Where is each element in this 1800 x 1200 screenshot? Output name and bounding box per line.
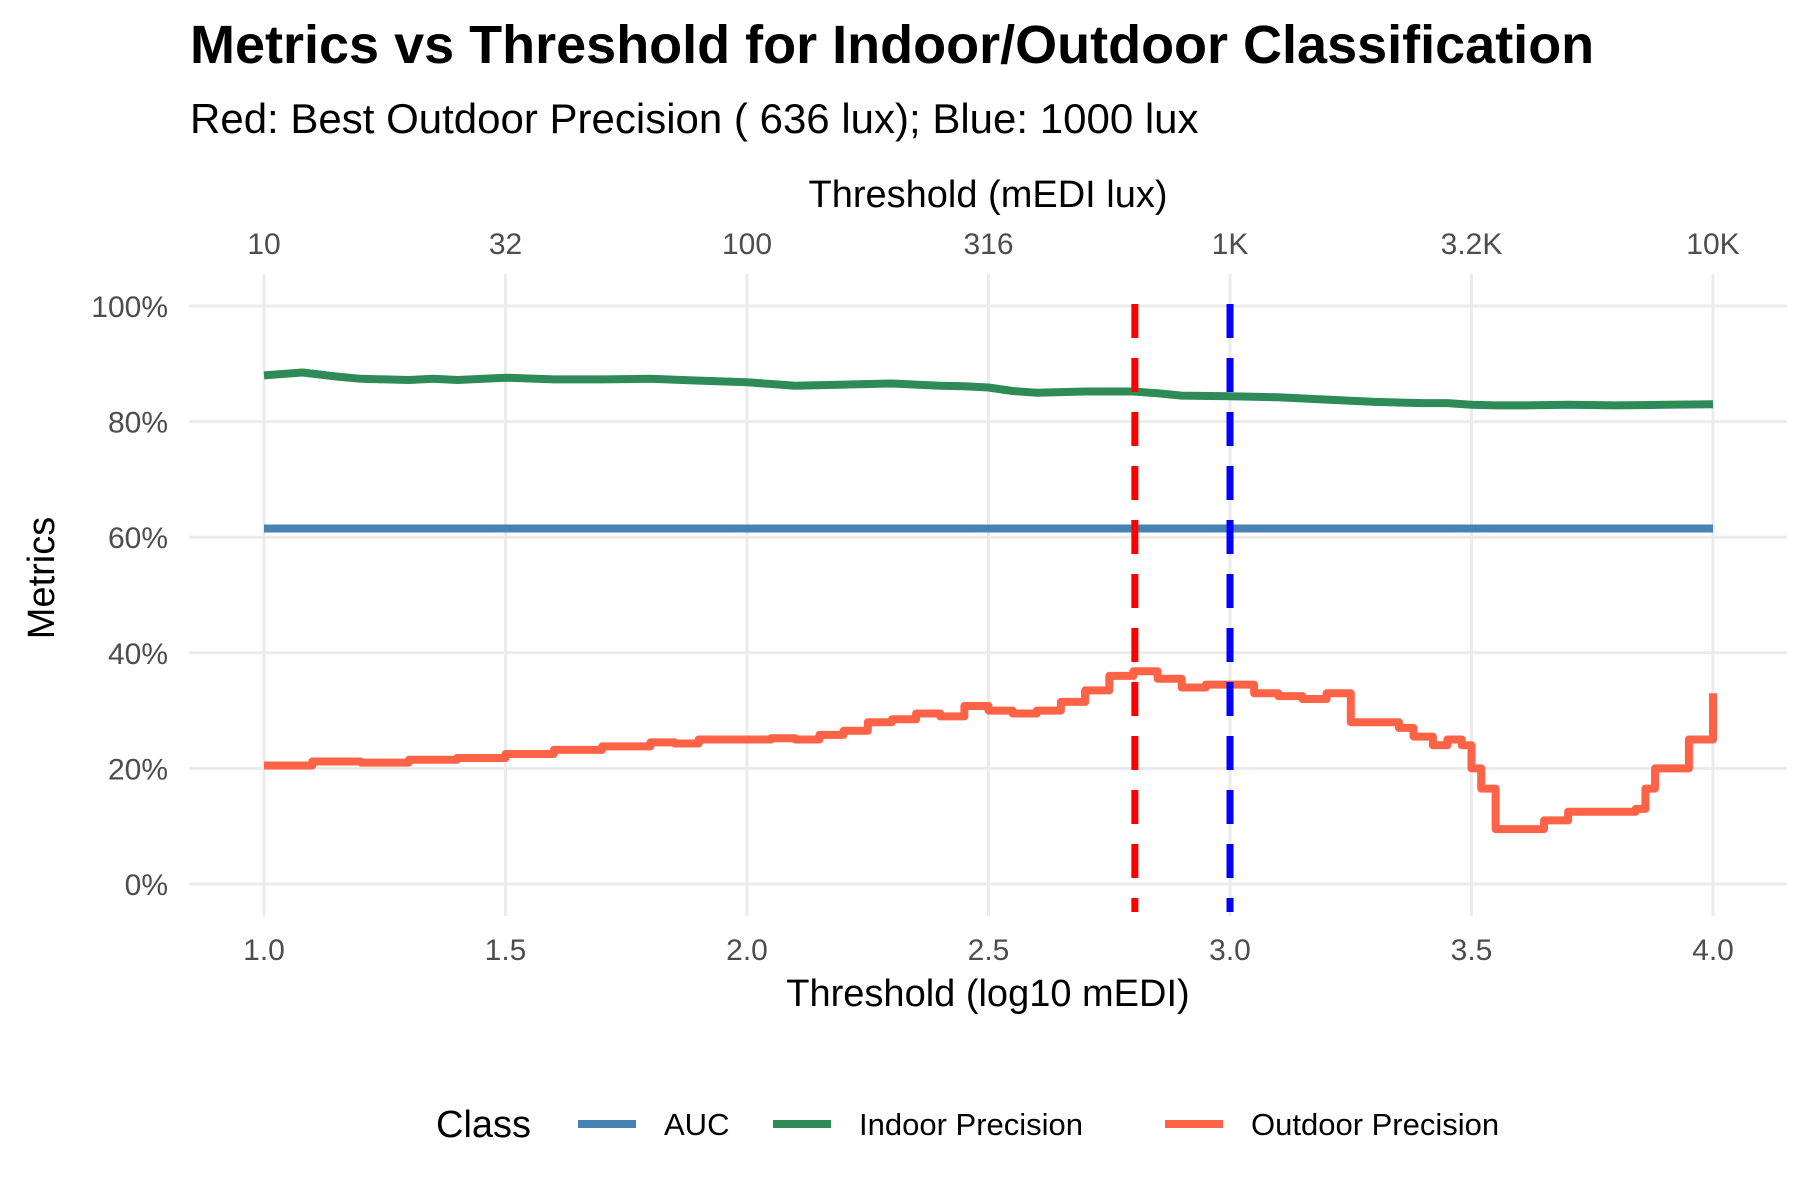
y-tick-label: 40%: [108, 638, 168, 671]
legend-items: AUC Indoor Precision Outdoor Precision: [578, 1107, 1499, 1142]
top-tick-label: 316: [963, 228, 1013, 261]
x-axis-ticks: 1.0 1.5 2.0 2.5 3.0 3.5 4.0: [243, 934, 1734, 967]
legend-label-1: Indoor Precision: [859, 1107, 1083, 1142]
y-tick-label: 20%: [108, 753, 168, 786]
y-tick-label: 80%: [108, 407, 168, 440]
x-tick-label: 4.0: [1692, 934, 1734, 967]
y-axis-title: Metrics: [21, 517, 63, 639]
top-tick-label: 32: [489, 228, 522, 261]
y-tick-label: 60%: [108, 522, 168, 555]
x-tick-label: 2.0: [726, 934, 768, 967]
top-tick-label: 100: [722, 228, 772, 261]
x-tick-label: 1.0: [243, 934, 285, 967]
legend: Class AUC Indoor Precision Outdoor Precisi…: [436, 1104, 1499, 1146]
x-tick-label: 3.5: [1451, 934, 1493, 967]
y-tick-label: 100%: [91, 291, 168, 324]
legend-label-0: AUC: [664, 1107, 729, 1142]
series-layer: [263, 368, 1717, 834]
reference-lines: [1131, 304, 1234, 912]
x-axis-title: Threshold (log10 mEDI): [786, 973, 1189, 1015]
y-axis-ticks: 0% 20% 40% 60% 80% 100%: [91, 291, 168, 902]
series-line-indoor-precision: [263, 368, 1714, 410]
x-tick-label: 2.5: [968, 934, 1010, 967]
legend-title: Class: [436, 1104, 531, 1146]
series-line-outdoor-precision: [264, 667, 1717, 834]
top-tick-label: 10: [247, 228, 280, 261]
top-tick-label: 3.2K: [1441, 228, 1503, 261]
x-tick-label: 3.0: [1209, 934, 1251, 967]
top-axis-ticks: 10 32 100 316 1K 3.2K 10K: [247, 228, 1739, 261]
legend-label-2: Outdoor Precision: [1251, 1107, 1499, 1142]
top-tick-label: 1K: [1212, 228, 1249, 261]
top-tick-label: 10K: [1686, 228, 1739, 261]
top-axis-title: Threshold (mEDI lux): [809, 174, 1168, 216]
x-tick-label: 1.5: [485, 934, 527, 967]
chart-title: Metrics vs Threshold for Indoor/Outdoor …: [190, 15, 1594, 75]
y-tick-label: 0%: [125, 869, 168, 902]
chart-subtitle: Red: Best Outdoor Precision ( 636 lux); …: [190, 95, 1199, 142]
